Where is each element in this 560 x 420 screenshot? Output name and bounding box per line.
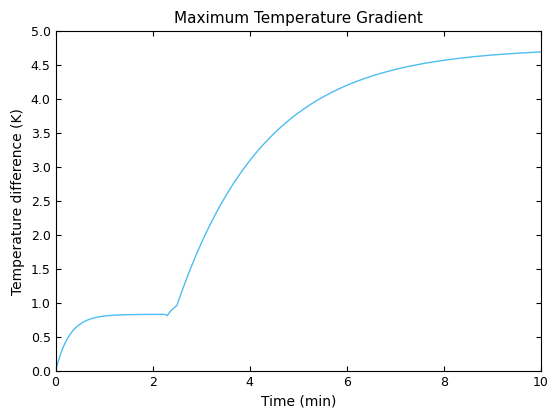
Title: Maximum Temperature Gradient: Maximum Temperature Gradient <box>174 11 423 26</box>
Y-axis label: Temperature difference (K): Temperature difference (K) <box>11 108 25 295</box>
X-axis label: Time (min): Time (min) <box>260 395 336 409</box>
